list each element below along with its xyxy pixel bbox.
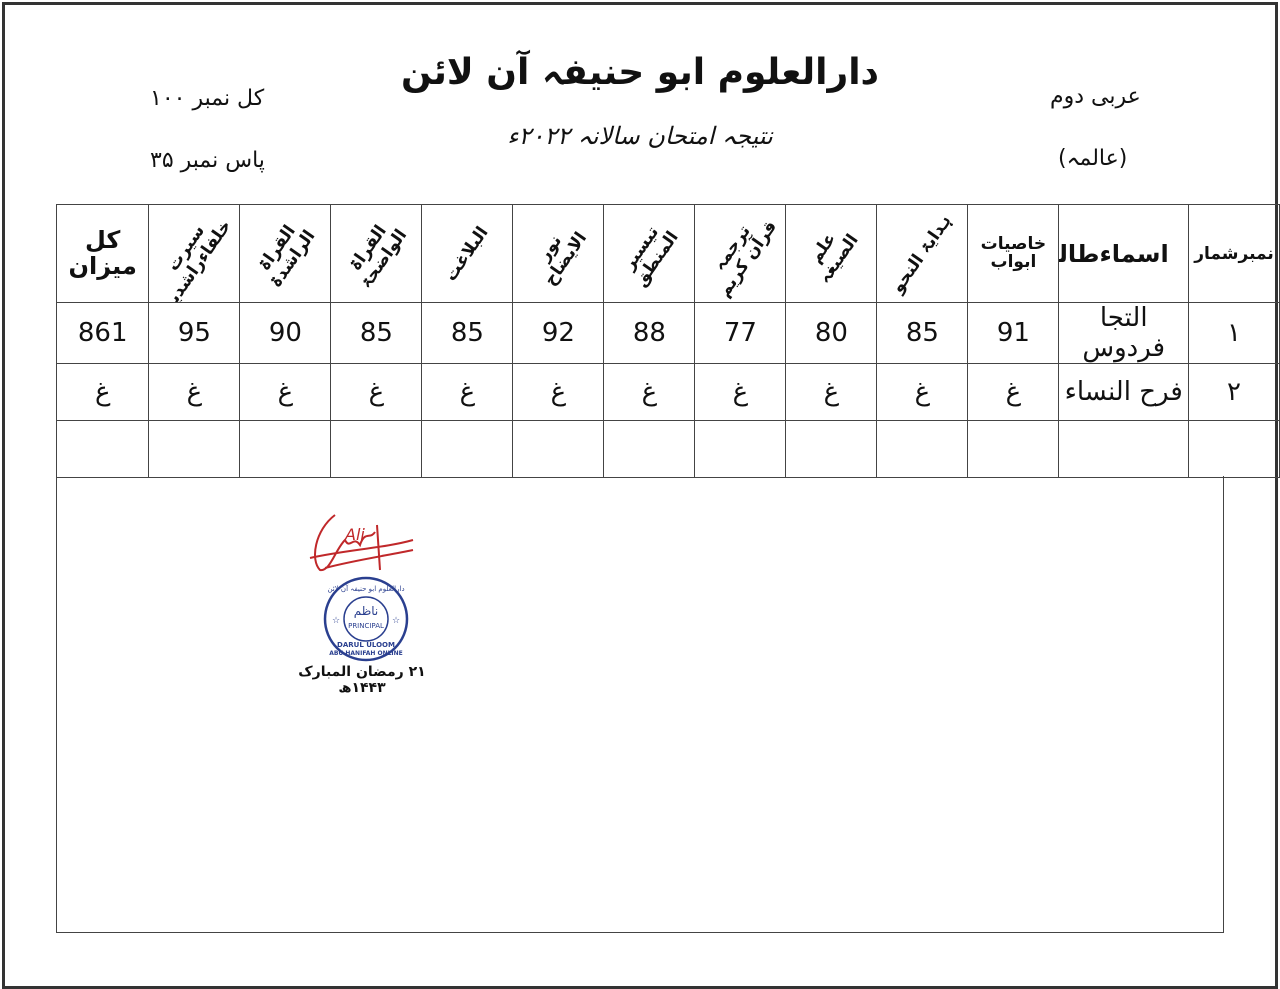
column-header: تیسیر المنطق	[603, 204, 696, 303]
column-header-label: القراۃ الواضحۃ	[345, 221, 412, 292]
table-cell: 95	[148, 302, 241, 364]
column-header-label: تیسیر المنطق	[619, 222, 683, 290]
column-header-label: نمبرشمار	[1194, 243, 1274, 264]
table-cell	[967, 420, 1060, 478]
table-row	[55, 420, 1280, 478]
column-header-label: خاصیات ابواب	[980, 233, 1047, 273]
table-cell: غ	[603, 363, 696, 421]
table-cell	[1188, 420, 1280, 478]
table-cell: 91	[967, 302, 1060, 364]
table-cell: 80	[785, 302, 878, 364]
star-icon: ☆	[392, 616, 400, 626]
table-cell: 85	[330, 302, 423, 364]
column-header: البلاغت	[421, 204, 514, 303]
column-header: نمبرشمار	[1188, 204, 1280, 303]
table-cell: غ	[330, 363, 423, 421]
column-header-label: ترجمہ قرآن کریم	[709, 216, 782, 301]
principal-seal: ناظم PRINCIPAL DARUL ULOOM ABU HANIFAH O…	[323, 576, 409, 662]
table-cell	[876, 420, 969, 478]
table-row: ۱ التجا فردوس 91 85 80 77 88 92 85 85 90 95 861	[55, 302, 1280, 364]
table-cell: 88	[603, 302, 696, 364]
column-header-label: نور الایضاح	[534, 228, 592, 289]
column-header: سیرت خلفاءراشدین	[148, 204, 241, 303]
table-cell: غ	[512, 363, 605, 421]
column-header-label: سیرت خلفاءراشدین	[156, 215, 236, 303]
star-icon: ☆	[332, 616, 340, 626]
column-header: القراۃ الواضحۃ	[330, 204, 423, 303]
table-cell: غ	[421, 363, 514, 421]
column-header-label: کل میزان	[68, 225, 137, 281]
column-header-label: القراۃ الراشدۃ	[254, 221, 320, 291]
table-cell: غ	[239, 363, 332, 421]
issue-date: ۲۱ رمضان المبارک ۱۴۴۳ھ	[298, 664, 426, 696]
table-cell	[785, 420, 878, 478]
column-header: ہدایۃ النحو	[876, 204, 969, 303]
pass-marks: پاس نمبر ۳۵	[150, 148, 265, 173]
column-header: خاصیات ابواب	[967, 204, 1060, 303]
institution-title: دارالعلوم ابو حنیفہ آن لائن	[400, 52, 880, 93]
svg-text:دارالعلوم ابو حنیفہ آن لائن: دارالعلوم ابو حنیفہ آن لائن	[327, 584, 404, 593]
table-cell: 85	[421, 302, 514, 364]
signature-text: Ali	[344, 525, 365, 544]
column-header: علم الصیغہ	[785, 204, 878, 303]
svg-text:ناظم: ناظم	[354, 604, 379, 618]
svg-text:ABU HANIFAH ONLINE: ABU HANIFAH ONLINE	[329, 650, 403, 657]
table-cell: 92	[512, 302, 605, 364]
table-cell	[148, 420, 241, 478]
column-header: کل میزان	[55, 204, 150, 303]
table-cell: غ	[967, 363, 1060, 421]
table-cell	[330, 420, 423, 478]
table-cell: 90	[239, 302, 332, 364]
table-cell: غ	[876, 363, 969, 421]
table-cell: 861	[55, 302, 150, 364]
table-cell: ۲	[1188, 363, 1280, 421]
table-cell: فرح النساء	[1058, 363, 1189, 421]
table-cell	[1058, 420, 1189, 478]
result-table: نمبرشمار اسماءطالبات خاصیات ابواب ہدایۃ الن…	[55, 204, 1280, 478]
svg-text:DARUL ULOOM: DARUL ULOOM	[337, 641, 395, 649]
column-header: القراۃ الراشدۃ	[239, 204, 332, 303]
table-cell: غ	[148, 363, 241, 421]
remarks-area	[56, 476, 1224, 933]
column-header-label: البلاغت	[441, 222, 493, 285]
column-header-label: اسماءطالبات	[1058, 239, 1169, 268]
table-cell	[694, 420, 787, 478]
signature: Ali	[309, 514, 414, 572]
total-marks: کل نمبر ۱۰۰	[150, 86, 265, 111]
exam-subtitle: نتیجہ امتحان سالانہ ۲۰۲۲ء	[507, 122, 773, 150]
column-header: ترجمہ قرآن کریم	[694, 204, 787, 303]
svg-text:PRINCIPAL: PRINCIPAL	[348, 622, 384, 630]
table-cell	[512, 420, 605, 478]
table-cell	[239, 420, 332, 478]
table-cell	[421, 420, 514, 478]
column-header: نور الایضاح	[512, 204, 605, 303]
table-cell	[603, 420, 696, 478]
table-cell	[55, 420, 150, 478]
class-name: عربی دوم	[1050, 84, 1141, 109]
table-cell: غ	[785, 363, 878, 421]
column-header-label: ہدایۃ النحو	[888, 211, 957, 297]
table-cell: 85	[876, 302, 969, 364]
table-row: ۲ فرح النساء غ غ غ غ غ غ غ غ غ غ غ	[55, 363, 1280, 421]
table-cell: ۱	[1188, 302, 1280, 364]
table-cell: 77	[694, 302, 787, 364]
column-header: اسماءطالبات	[1058, 204, 1189, 303]
table-cell: غ	[55, 363, 150, 421]
class-sub: (عالمہ)	[1058, 146, 1128, 171]
column-header-label: علم الصیغہ	[806, 228, 863, 287]
table-cell: التجا فردوس	[1058, 302, 1189, 364]
table-cell: غ	[694, 363, 787, 421]
